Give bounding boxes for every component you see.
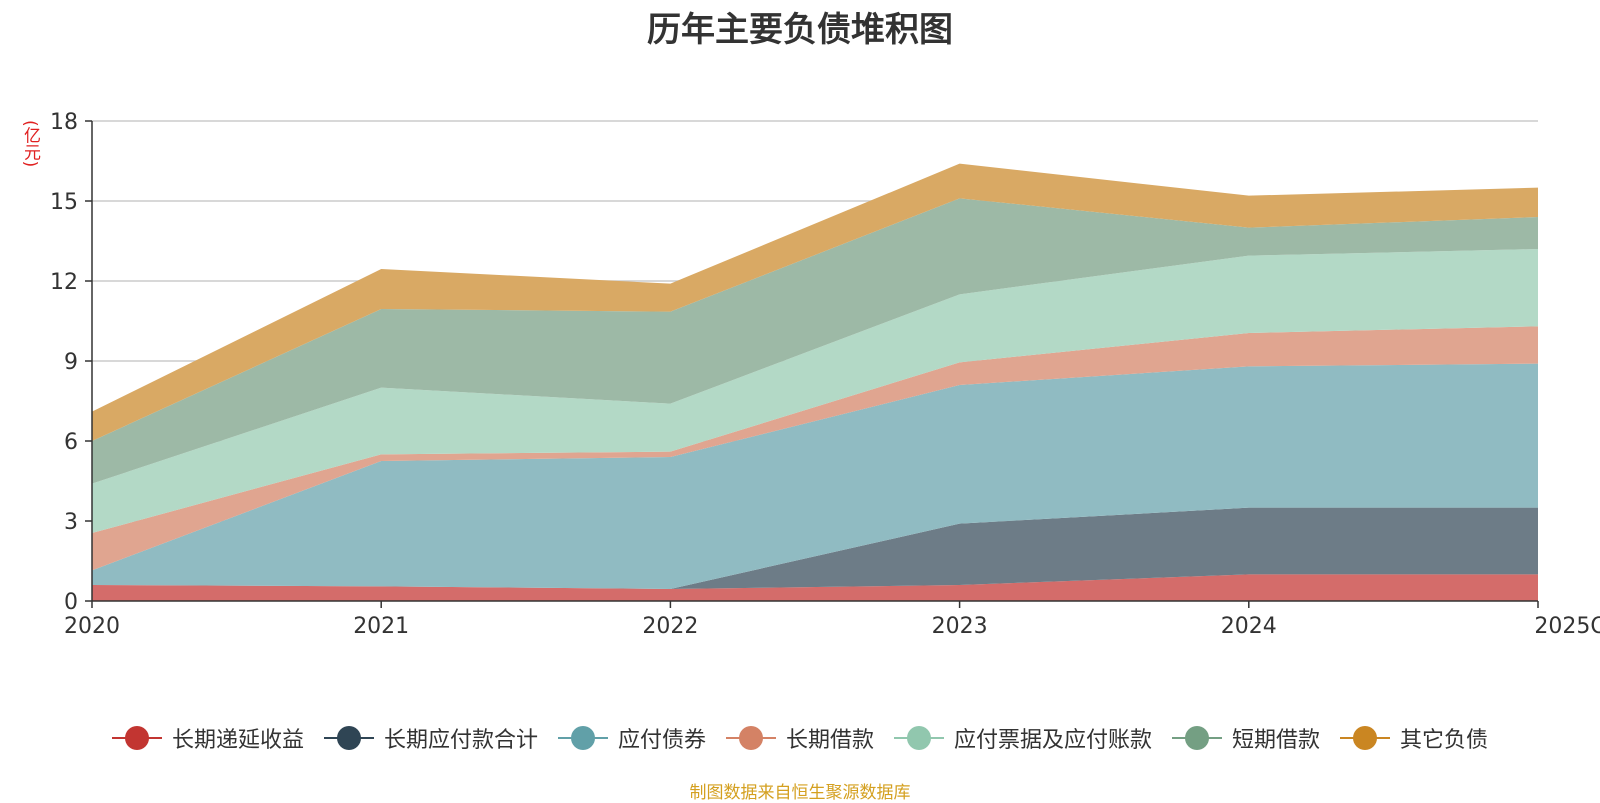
y-tick-label: 0 (64, 590, 78, 615)
legend-marker-icon (894, 725, 944, 751)
y-tick-label: 6 (64, 430, 78, 455)
legend-label: 其它负债 (1400, 728, 1489, 753)
legend-item-5[interactable]: 应付票据及应付账款 (894, 722, 1152, 754)
legend-label: 应付债券 (617, 728, 706, 753)
axes (85, 120, 1539, 608)
legend-label: 长期应付款合计 (383, 728, 538, 753)
legend-item-6[interactable]: 短期借款 (1172, 722, 1320, 754)
legend-marker-icon (111, 725, 162, 751)
legend-marker-icon (323, 725, 374, 751)
data-source-note: 制图数据来自恒生聚源数据库 (689, 783, 911, 803)
area-series-2[interactable] (92, 507, 1538, 589)
legend-item-3[interactable]: 应付债券 (557, 722, 706, 754)
legend-label: 应付票据及应付账款 (954, 728, 1153, 753)
legend-marker-icon (1172, 725, 1223, 751)
legend-marker-icon (1340, 725, 1391, 751)
area-series-6[interactable] (92, 198, 1538, 484)
legend-marker-icon (725, 725, 776, 751)
legend-label: 长期递延收益 (171, 728, 304, 753)
y-tick-label: 15 (50, 190, 78, 215)
legend-label: 短期借款 (1232, 728, 1321, 753)
y-tick-label: 3 (64, 510, 78, 535)
legend-label: 长期借款 (785, 728, 874, 753)
area-series-3[interactable] (92, 363, 1538, 589)
x-tick-label: 2022 (642, 614, 698, 639)
legend-marker-icon (557, 725, 608, 751)
x-tick-label: 2020 (64, 614, 120, 639)
chart-title: 历年主要负债堆积图 (647, 10, 953, 50)
legend-item-1[interactable]: 长期递延收益 (111, 722, 304, 754)
area-series-1[interactable] (92, 574, 1538, 601)
area-series-4[interactable] (92, 326, 1538, 571)
area-series-5[interactable] (92, 249, 1538, 533)
x-tick-label: 2021 (353, 614, 409, 639)
legend-item-4[interactable]: 长期借款 (725, 722, 874, 754)
area-series-7[interactable] (92, 163, 1538, 441)
legend: 长期递延收益 长期应付款合计 应付债券 长期借款 应付票据及应付账款 短期借款 其它负债 (0, 718, 1600, 758)
y-axis-unit-label: (亿元) (20, 120, 40, 168)
tick-labels: 0 3 6 9 12 15 18 2020 2021 2022 2023 2024 2025Q1 (50, 110, 1600, 639)
y-tick-label: 9 (64, 350, 78, 375)
x-tick-label: 2024 (1221, 614, 1277, 639)
x-tick-label: 2025Q1 (1534, 614, 1600, 639)
area-series (92, 163, 1538, 601)
legend-item-7[interactable]: 其它负债 (1340, 722, 1488, 754)
legend-item-2[interactable]: 长期应付款合计 (323, 722, 538, 754)
y-tick-label: 12 (50, 270, 78, 295)
y-tick-label: 18 (50, 110, 78, 135)
x-tick-label: 2023 (932, 614, 988, 639)
